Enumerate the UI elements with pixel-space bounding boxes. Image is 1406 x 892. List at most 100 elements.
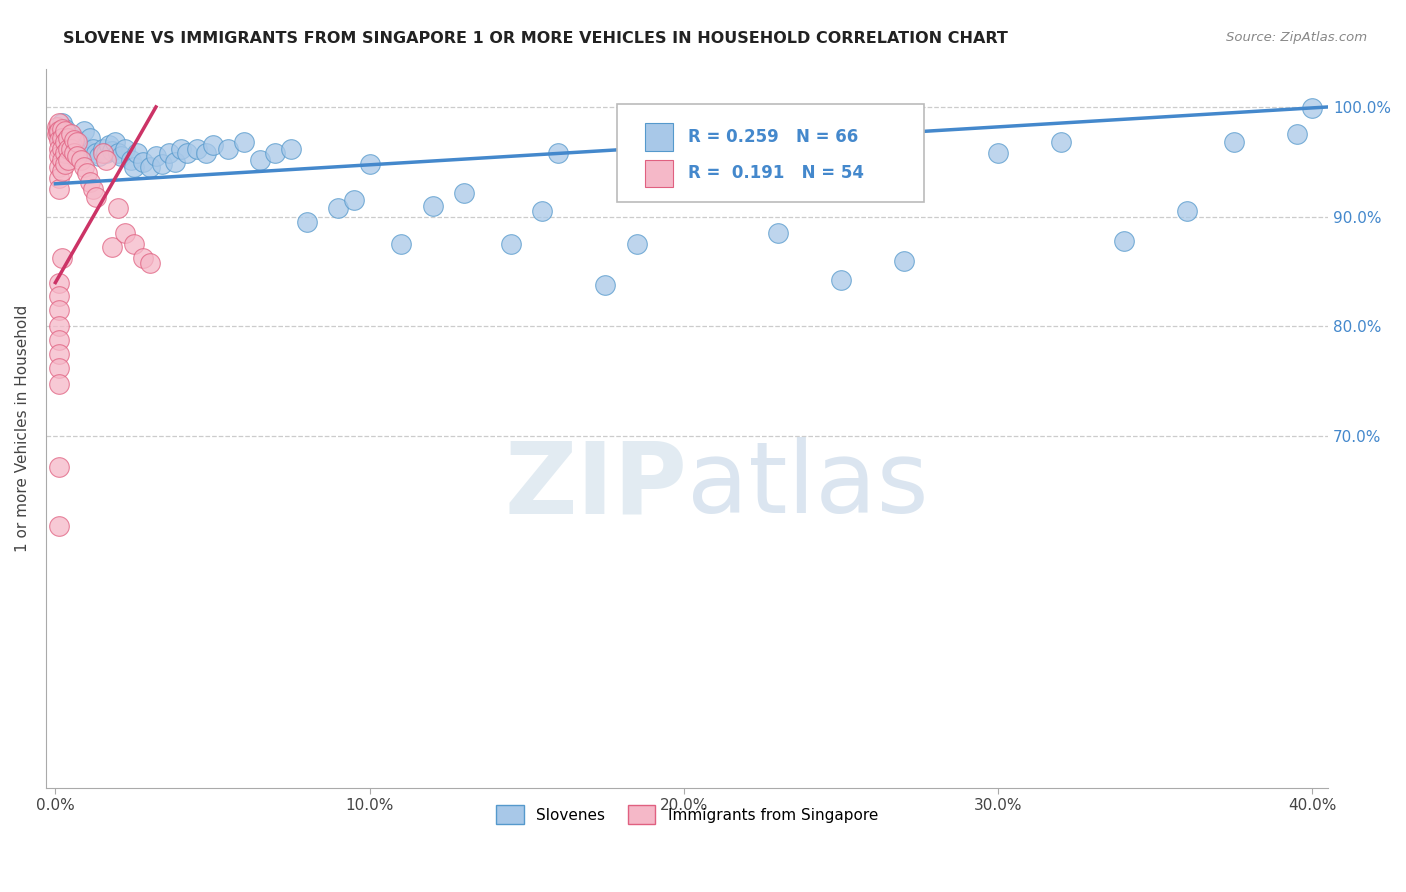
Point — [264, 146, 287, 161]
Point — [51, 153, 73, 167]
Point — [104, 135, 127, 149]
Point — [217, 142, 239, 156]
Point — [122, 161, 145, 175]
Point — [48, 347, 70, 361]
Point — [53, 121, 76, 136]
Point — [94, 146, 117, 161]
Point — [53, 133, 76, 147]
Text: R =  0.191   N = 54: R = 0.191 N = 54 — [689, 164, 865, 182]
Point — [60, 128, 83, 142]
Point — [233, 135, 256, 149]
Y-axis label: 1 or more Vehicles in Household: 1 or more Vehicles in Household — [15, 304, 30, 551]
Point — [46, 124, 69, 138]
Text: R = 0.259   N = 66: R = 0.259 N = 66 — [689, 128, 859, 146]
Legend: Slovenes, Immigrants from Singapore: Slovenes, Immigrants from Singapore — [491, 799, 884, 830]
Point — [1175, 204, 1198, 219]
Point — [595, 277, 617, 292]
Point — [987, 146, 1010, 161]
Point — [626, 237, 648, 252]
Point — [48, 116, 70, 130]
Point — [48, 460, 70, 475]
Point — [766, 226, 789, 240]
Point — [120, 153, 142, 167]
Point — [51, 116, 73, 130]
Point — [101, 144, 124, 158]
Point — [76, 144, 98, 158]
Point — [56, 142, 79, 156]
Point — [127, 146, 149, 161]
Point — [893, 253, 915, 268]
Point — [91, 146, 114, 161]
Point — [1112, 234, 1135, 248]
Point — [48, 319, 70, 334]
Point — [107, 146, 129, 161]
Point — [122, 237, 145, 252]
Point — [359, 157, 381, 171]
Point — [453, 186, 475, 200]
Point — [1285, 128, 1308, 142]
Point — [94, 153, 117, 167]
Point — [48, 149, 70, 163]
Point — [48, 182, 70, 196]
Point — [48, 361, 70, 376]
Point — [51, 252, 73, 266]
Point — [249, 153, 271, 167]
Point — [56, 128, 79, 142]
Point — [69, 138, 91, 153]
Point — [60, 142, 83, 156]
Point — [1301, 101, 1323, 115]
Point — [132, 154, 155, 169]
Point — [132, 252, 155, 266]
Point — [63, 146, 86, 161]
Point — [48, 303, 70, 318]
FancyBboxPatch shape — [617, 104, 924, 202]
Point — [84, 190, 107, 204]
Bar — [645, 123, 673, 151]
Point — [48, 519, 70, 533]
Point — [114, 226, 136, 240]
Point — [186, 142, 208, 156]
Point — [114, 142, 136, 156]
Point — [51, 130, 73, 145]
Point — [69, 153, 91, 167]
Point — [91, 142, 114, 156]
Point — [328, 201, 350, 215]
Point — [48, 276, 70, 290]
Point — [82, 142, 104, 156]
Point — [195, 146, 218, 161]
Point — [46, 120, 69, 134]
Point — [53, 146, 76, 161]
Text: atlas: atlas — [688, 437, 929, 534]
Point — [79, 130, 101, 145]
Point — [157, 146, 180, 161]
Point — [51, 142, 73, 156]
Point — [48, 128, 70, 142]
Point — [51, 163, 73, 178]
Point — [48, 124, 70, 138]
Point — [66, 135, 89, 149]
Point — [138, 256, 160, 270]
Point — [531, 204, 554, 219]
Point — [389, 237, 412, 252]
Point — [97, 138, 120, 153]
Point — [48, 133, 70, 147]
Point — [48, 289, 70, 303]
Point — [56, 130, 79, 145]
Point — [73, 161, 96, 175]
Point — [499, 237, 522, 252]
Point — [110, 149, 132, 163]
Point — [720, 124, 742, 138]
Point — [150, 157, 173, 171]
Text: SLOVENE VS IMMIGRANTS FROM SINGAPORE 1 OR MORE VEHICLES IN HOUSEHOLD CORRELATION: SLOVENE VS IMMIGRANTS FROM SINGAPORE 1 O… — [63, 31, 1008, 46]
Point — [53, 124, 76, 138]
Point — [48, 142, 70, 156]
Point — [163, 154, 186, 169]
Point — [280, 142, 302, 156]
Point — [76, 166, 98, 180]
Text: Source: ZipAtlas.com: Source: ZipAtlas.com — [1226, 31, 1367, 45]
Point — [672, 142, 695, 156]
Point — [101, 240, 124, 254]
Point — [48, 171, 70, 186]
Point — [295, 215, 318, 229]
Point — [89, 149, 111, 163]
